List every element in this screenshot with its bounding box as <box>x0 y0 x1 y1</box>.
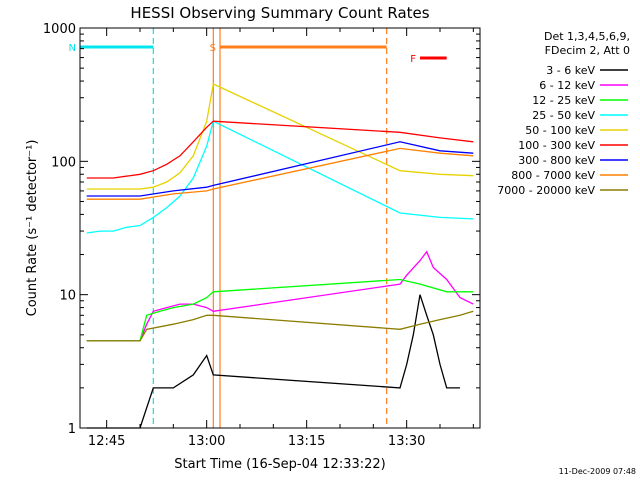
legend-label-2: 6 - 12 keV <box>539 79 595 92</box>
x-tick-label-2: 13:00 <box>188 434 225 449</box>
y-axis-label: Count Rate (s⁻¹ detector⁻¹) <box>25 140 40 317</box>
legend-label-7: 300 - 800 keV <box>518 154 595 167</box>
legend-header-2: FDecim 2, Att 0 <box>545 44 630 57</box>
y-tick-label-2: 10 <box>59 289 76 304</box>
legend: Det 1,3,4,5,6,9,FDecim 2, Att 0 3 - 6 keV… <box>497 30 630 197</box>
plot-frame <box>79 27 481 429</box>
legend-header-1: Det 1,3,4,5,6,9, <box>544 30 630 43</box>
series-line-6 <box>86 120 474 179</box>
x-tick-label-1: 12:45 <box>88 434 125 449</box>
series-line-7 <box>86 141 474 197</box>
legend-label-4: 25 - 50 keV <box>532 109 595 122</box>
x-axis-label: Start Time (16-Sep-04 12:33:22) <box>174 457 385 472</box>
x-tick-label-3: 13:15 <box>288 434 325 449</box>
chart-title: HESSI Observing Summary Count Rates <box>130 4 429 22</box>
series-line-2 <box>86 250 474 342</box>
legend-label-6: 100 - 300 keV <box>518 139 595 152</box>
legend-label-8: 800 - 7000 keV <box>511 169 595 182</box>
legend-label-3: 12 - 25 keV <box>532 94 595 107</box>
series-line-4 <box>86 120 474 234</box>
footer-timestamp: 11-Dec-2009 07:48 <box>559 467 636 476</box>
flag-boundary-lines <box>152 28 388 428</box>
y-tick-label-3: 100 <box>51 155 76 170</box>
series-line-9 <box>86 310 474 342</box>
flag-label-1: N <box>69 43 76 54</box>
y-tick-label-1: 1 <box>68 422 76 437</box>
series-line-5 <box>86 83 474 190</box>
legend-label-9: 7000 - 20000 keV <box>497 184 595 197</box>
legend-label-5: 50 - 100 keV <box>525 124 595 137</box>
flag-label-4: F <box>410 54 416 65</box>
y-tick-label-4: 1000 <box>43 22 76 37</box>
series-line-8 <box>86 147 474 200</box>
series-lines <box>86 83 474 429</box>
x-tick-label-4: 13:30 <box>388 434 425 449</box>
legend-label-1: 3 - 6 keV <box>546 64 595 77</box>
flag-bars: NSF <box>69 43 447 65</box>
series-line-1 <box>86 294 460 429</box>
series-line-3 <box>86 278 474 342</box>
axes: 1 10 100 1000 12:45 13:00 13:15 13:30 <box>43 22 480 449</box>
